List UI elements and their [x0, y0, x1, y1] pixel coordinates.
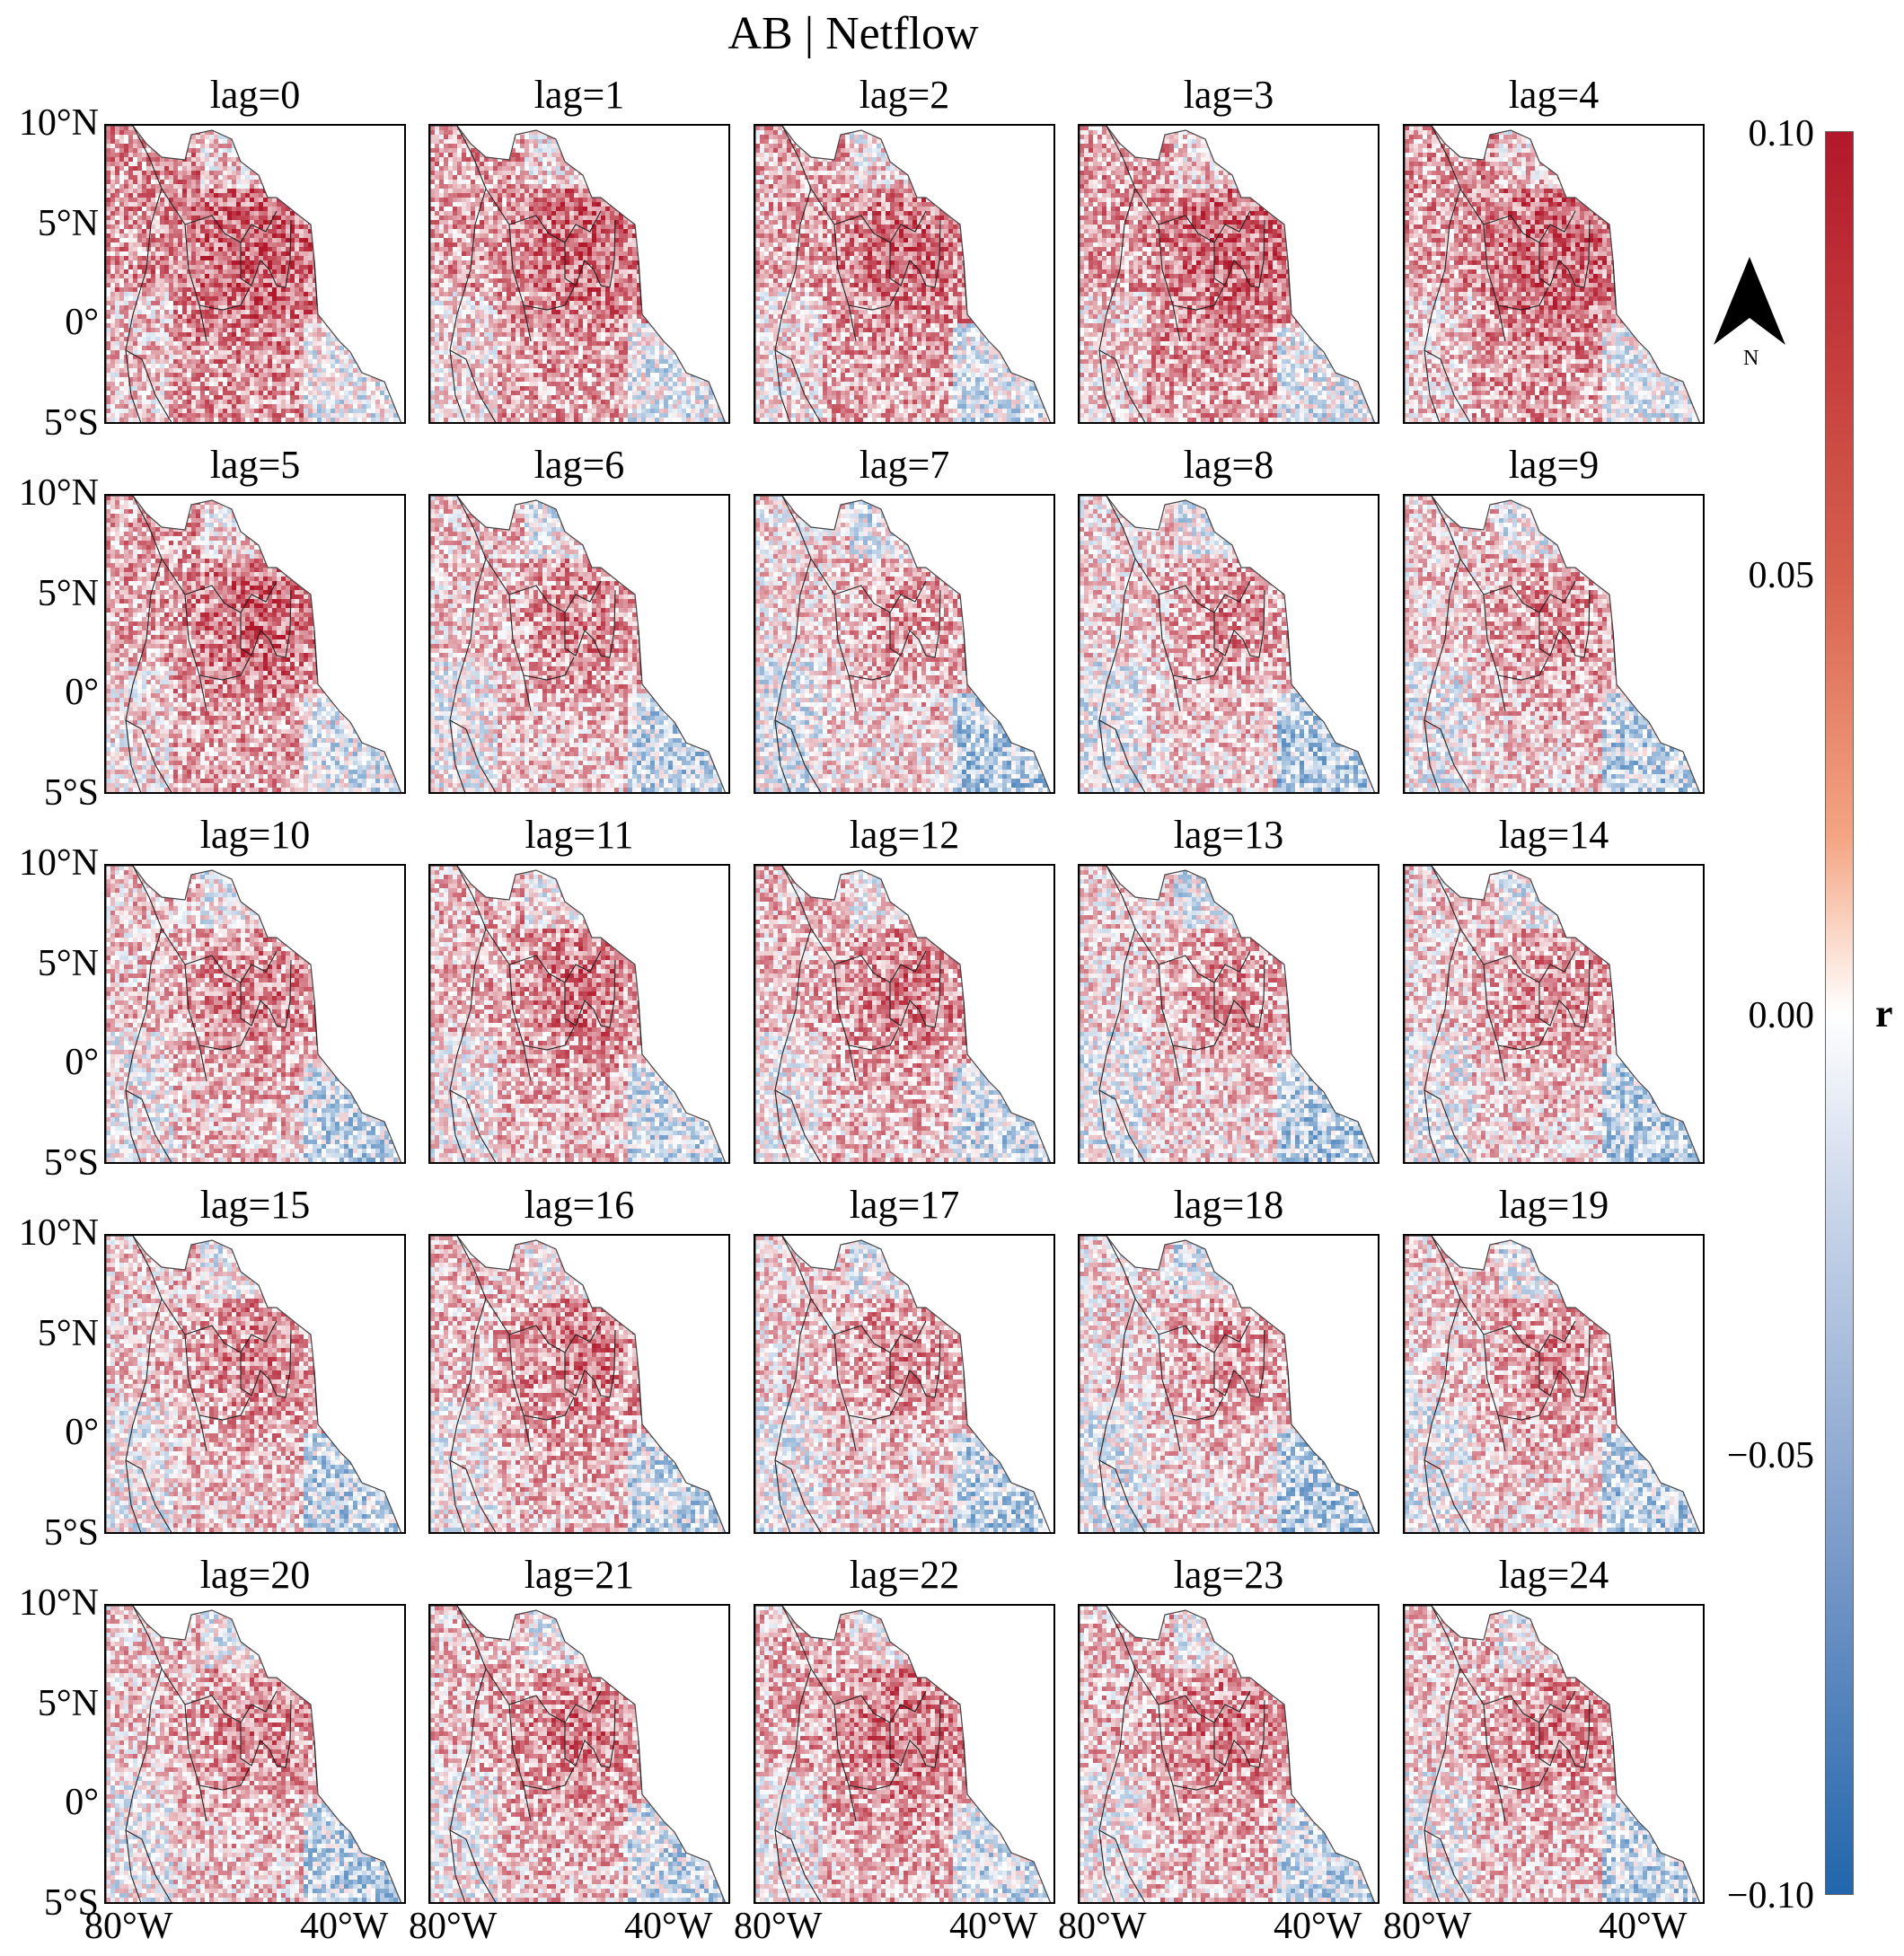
x-tick-label: 40°W — [949, 1908, 1037, 1945]
colorbar-label: r — [1875, 991, 1893, 1036]
figure-title: AB | Netflow — [0, 7, 1706, 60]
y-tick-label: 0° — [0, 674, 99, 711]
panel-title: lag=8 — [1076, 442, 1381, 488]
y-tick-label: 10°N — [0, 1214, 99, 1252]
y-tick-label: 0° — [0, 1784, 99, 1821]
colorbar-tick: 0.00 — [1715, 997, 1814, 1035]
panel-title: lag=23 — [1076, 1552, 1381, 1598]
x-tick-label: 40°W — [1274, 1908, 1362, 1945]
panel-title: lag=22 — [752, 1552, 1057, 1598]
map-panel — [1078, 1234, 1380, 1534]
y-tick-label: 5°N — [0, 1685, 99, 1723]
y-tick-label: 10°N — [0, 104, 99, 142]
map-panel — [104, 1604, 406, 1904]
x-tick-label: 40°W — [1599, 1908, 1687, 1945]
panel-title: lag=6 — [427, 442, 732, 488]
map-panel — [104, 864, 406, 1164]
map-panel — [1403, 124, 1705, 424]
x-tick-label: 80°W — [1383, 1908, 1471, 1945]
y-tick-label: 0° — [0, 1044, 99, 1081]
panel-title: lag=2 — [752, 72, 1057, 118]
panel-title: lag=17 — [752, 1182, 1057, 1228]
panel-title: lag=19 — [1401, 1182, 1706, 1228]
panel-title: lag=24 — [1401, 1552, 1706, 1598]
panel-title: lag=4 — [1401, 72, 1706, 118]
colorbar-tick: −0.05 — [1715, 1437, 1814, 1475]
x-tick-label: 80°W — [734, 1908, 822, 1945]
y-tick-label: 0° — [0, 1414, 99, 1451]
panel-title: lag=5 — [102, 442, 408, 488]
panel-title: lag=9 — [1401, 442, 1706, 488]
panel-title: lag=1 — [427, 72, 732, 118]
map-panel — [104, 124, 406, 424]
y-tick-label: 0° — [0, 304, 99, 341]
map-panel — [428, 1234, 730, 1534]
y-tick-label: 10°N — [0, 844, 99, 882]
map-panel — [1403, 1234, 1705, 1534]
map-panel — [104, 494, 406, 794]
map-panel — [1078, 1604, 1380, 1904]
colorbar — [1825, 131, 1854, 1895]
y-tick-label: 5°S — [0, 1144, 99, 1182]
map-panel — [754, 494, 1055, 794]
panel-title: lag=3 — [1076, 72, 1381, 118]
map-panel — [428, 124, 730, 424]
map-panel — [1403, 494, 1705, 794]
panel-title: lag=14 — [1401, 812, 1706, 858]
y-tick-label: 5°N — [0, 575, 99, 612]
panel-title: lag=12 — [752, 812, 1057, 858]
map-panel — [1403, 1604, 1705, 1904]
y-tick-label: 5°N — [0, 205, 99, 242]
map-panel — [1078, 864, 1380, 1164]
x-tick-label: 80°W — [84, 1908, 172, 1945]
panel-title: lag=7 — [752, 442, 1057, 488]
y-tick-label: 10°N — [0, 1584, 99, 1622]
map-panel — [428, 864, 730, 1164]
y-tick-label: 5°S — [0, 774, 99, 812]
panel-title: lag=10 — [102, 812, 408, 858]
map-panel — [754, 124, 1055, 424]
map-panel — [1078, 124, 1380, 424]
y-tick-label: 5°S — [0, 404, 99, 442]
x-tick-label: 80°W — [1058, 1908, 1146, 1945]
y-tick-label: 5°N — [0, 1315, 99, 1352]
panel-title: lag=13 — [1076, 812, 1381, 858]
panel-title: lag=16 — [427, 1182, 732, 1228]
x-tick-label: 40°W — [300, 1908, 388, 1945]
y-tick-label: 5°S — [0, 1514, 99, 1552]
north-arrow-label: N — [1743, 347, 1759, 371]
y-tick-label: 5°N — [0, 945, 99, 982]
panel-title: lag=11 — [427, 812, 732, 858]
y-tick-label: 10°N — [0, 474, 99, 512]
map-panel — [1403, 864, 1705, 1164]
map-panel — [754, 1234, 1055, 1534]
map-panel — [754, 864, 1055, 1164]
panel-title: lag=20 — [102, 1552, 408, 1598]
colorbar-tick: 0.10 — [1715, 115, 1814, 153]
colorbar-tick: 0.05 — [1715, 557, 1814, 595]
map-panel — [1078, 494, 1380, 794]
map-panel — [428, 1604, 730, 1904]
colorbar-tick: −0.10 — [1715, 1877, 1814, 1915]
panel-title: lag=0 — [102, 72, 408, 118]
map-panel — [428, 494, 730, 794]
panel-title: lag=21 — [427, 1552, 732, 1598]
map-panel — [104, 1234, 406, 1534]
panel-title: lag=15 — [102, 1182, 408, 1228]
x-tick-label: 80°W — [409, 1908, 497, 1945]
map-panel — [754, 1604, 1055, 1904]
panel-title: lag=18 — [1076, 1182, 1381, 1228]
x-tick-label: 40°W — [624, 1908, 712, 1945]
